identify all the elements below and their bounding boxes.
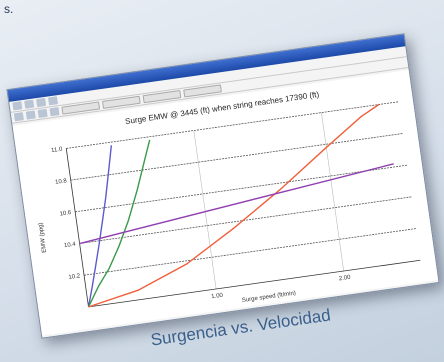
corner-text: s. xyxy=(4,2,13,16)
app-window: Surge EMW @ 3445 (ft) when string reache… xyxy=(6,33,439,338)
page: {"corner_text": "s.", "caption": "Surgen… xyxy=(0,0,444,362)
